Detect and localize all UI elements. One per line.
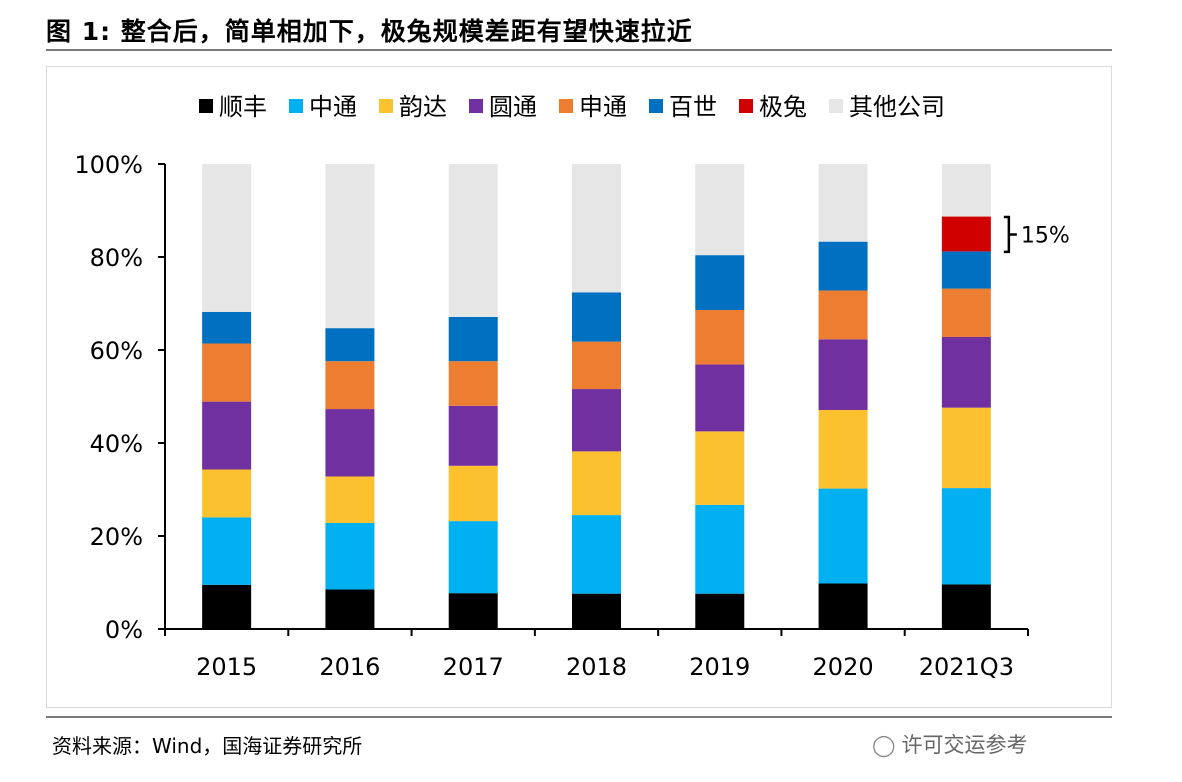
title-rule	[46, 49, 1112, 51]
bar-segment	[448, 593, 498, 629]
bar-segment	[572, 341, 621, 390]
bar-segment	[325, 589, 375, 629]
legend-swatch	[559, 99, 573, 113]
bar-segment	[448, 465, 498, 522]
bar-segment	[818, 164, 868, 242]
source-rule	[46, 716, 1112, 718]
bar-segment	[572, 451, 621, 516]
bar-segment	[202, 164, 252, 312]
bar-segment	[572, 164, 621, 293]
y-tick-label: 100%	[74, 151, 143, 179]
bar-segment	[325, 164, 375, 329]
x-tick-label: 2017	[443, 653, 504, 681]
x-tick-label: 2021Q3	[919, 653, 1014, 681]
bar-segment	[818, 241, 868, 291]
bar-segment	[941, 216, 991, 252]
legend-swatch	[289, 99, 303, 113]
legend-swatch	[469, 99, 483, 113]
bar-segment	[941, 584, 991, 629]
wechat-icon: ◯	[872, 733, 896, 757]
annotation-label: 15%	[1021, 223, 1070, 248]
bar-segment	[818, 583, 868, 629]
y-tick-label: 20%	[90, 523, 143, 551]
bar-segment	[941, 488, 991, 585]
legend-label: 中通	[309, 93, 357, 121]
bar-segment	[818, 339, 868, 410]
bar-segment	[325, 328, 375, 362]
bar-segment	[448, 521, 498, 594]
bar-segment	[202, 584, 252, 629]
bar-segment	[325, 522, 375, 590]
x-tick-label: 2015	[196, 653, 257, 681]
legend-swatch	[199, 99, 213, 113]
source-note: 资料来源：Wind，国海证券研究所	[52, 734, 363, 758]
bar-segment	[572, 292, 621, 342]
bar-segment	[448, 405, 498, 466]
x-tick-label: 2019	[689, 653, 750, 681]
bar-segment	[695, 504, 745, 594]
bar-segment	[202, 401, 252, 470]
bar-segment	[818, 290, 868, 340]
legend-swatch	[829, 99, 843, 113]
y-tick-label: 40%	[90, 430, 143, 458]
legend-swatch	[649, 99, 663, 113]
bar-segment	[941, 251, 991, 289]
y-tick-label: 0%	[105, 616, 143, 644]
watermark: ◯ 许可交运参考	[872, 729, 1028, 759]
bar-segment	[572, 389, 621, 452]
bar-segment	[695, 593, 745, 629]
bar-segment	[448, 164, 498, 317]
legend-label: 圆通	[489, 93, 537, 121]
y-tick-label: 80%	[90, 244, 143, 272]
bar-segment	[941, 164, 991, 217]
bar-segment	[695, 431, 745, 505]
legend-swatch	[379, 99, 393, 113]
bar-segment	[941, 407, 991, 489]
bar-segment	[325, 409, 375, 477]
bar-segment	[325, 361, 375, 410]
watermark-text: 许可交运参考	[901, 733, 1028, 757]
legend-label: 顺丰	[219, 93, 267, 121]
x-tick-label: 2016	[319, 653, 380, 681]
bar-segment	[325, 476, 375, 523]
x-tick-label: 2020	[813, 653, 874, 681]
legend-label: 其他公司	[849, 93, 945, 121]
bar-segment	[818, 488, 868, 584]
bar-segment	[202, 343, 252, 402]
figure-title: 图 1: 整合后，简单相加下，极兔规模差距有望快速拉近	[46, 17, 693, 46]
bar-segment	[695, 364, 745, 432]
legend-label: 极兔	[759, 93, 807, 121]
bar-segment	[202, 469, 252, 518]
bar-segment	[695, 164, 745, 256]
bar-segment	[818, 409, 868, 489]
y-tick-label: 60%	[90, 337, 143, 365]
legend-label: 韵达	[399, 93, 447, 121]
bar-segment	[202, 311, 252, 344]
bar-segment	[572, 593, 621, 629]
annotation-bracket	[1003, 215, 1017, 254]
bar-segment	[695, 255, 745, 311]
bar-segment	[941, 288, 991, 337]
bar-segment	[695, 310, 745, 365]
bar-segment	[202, 517, 252, 585]
chart-frame	[46, 66, 1112, 708]
bar-segment	[572, 515, 621, 594]
legend-swatch	[739, 99, 753, 113]
x-tick-label: 2018	[566, 653, 627, 681]
bar-segment	[448, 361, 498, 406]
bar-segment	[448, 316, 498, 362]
bar-segment	[941, 336, 991, 408]
legend-label: 百世	[669, 93, 717, 121]
legend-label: 申通	[579, 93, 627, 121]
stacked-bar-chart: 0% 20% 40% 60% 80% 100% 2015 2016 2017 2018 2019 20…	[74, 93, 1070, 681]
